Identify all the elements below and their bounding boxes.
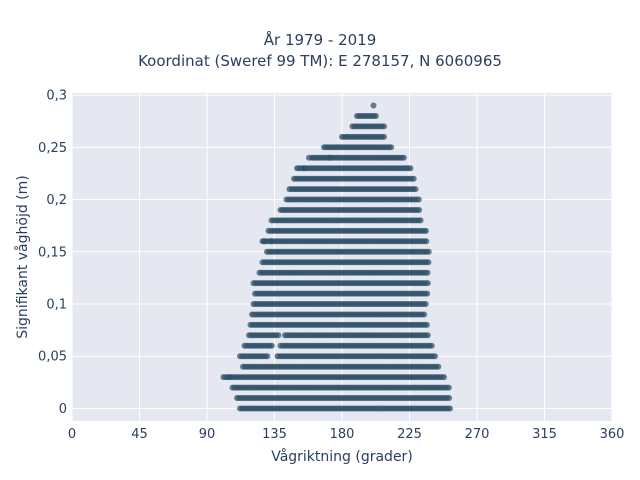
data-point — [261, 238, 267, 245]
data-point — [424, 290, 431, 297]
data-point — [407, 165, 414, 172]
data-point — [424, 280, 431, 287]
x-axis-ticks: 0 45 90 135 180 225 270 315 360 — [68, 427, 625, 442]
chart-subtitle: Koordinat (Sweref 99 TM): E 278157, N 60… — [138, 52, 502, 70]
y-axis-label: Signifikant våghöjd (m) — [14, 175, 31, 338]
data-point — [435, 363, 442, 370]
data-point — [415, 196, 422, 203]
x-tick-label: 135 — [262, 427, 287, 442]
data-point — [424, 269, 431, 276]
data-point — [421, 311, 428, 318]
data-point — [412, 186, 419, 193]
data-point — [422, 301, 429, 307]
y-tick-label: 0,2 — [46, 193, 67, 208]
data-point — [275, 332, 282, 339]
data-point — [425, 259, 432, 266]
data-point — [423, 321, 430, 328]
data-point — [268, 342, 275, 349]
data-point — [388, 144, 395, 151]
data-point — [447, 405, 453, 412]
data-point — [425, 248, 432, 255]
y-tick-label: 0,25 — [38, 141, 67, 156]
data-point — [264, 353, 271, 360]
x-tick-label: 270 — [465, 427, 490, 442]
data-point — [417, 217, 424, 224]
x-tick-label: 0 — [68, 427, 76, 442]
data-point — [226, 374, 233, 381]
data-point — [428, 342, 435, 349]
chart-title: År 1979 - 2019 — [263, 31, 377, 49]
data-point — [268, 238, 275, 245]
x-tick-label: 90 — [199, 427, 216, 442]
data-point — [446, 395, 453, 401]
y-axis-ticks: 0 0,05 0,1 0,15 0,2 0,25 0,3 — [38, 89, 67, 417]
data-point — [410, 175, 417, 182]
data-point — [424, 332, 431, 339]
data-points — [220, 102, 453, 412]
data-point — [372, 113, 379, 119]
data-point — [441, 374, 447, 381]
x-tick-label: 315 — [532, 427, 557, 442]
x-axis-label: Vågriktning (grader) — [271, 448, 413, 465]
y-tick-label: 0 — [59, 402, 67, 417]
data-point — [432, 353, 438, 360]
y-tick-label: 0,1 — [46, 298, 67, 313]
data-point — [301, 165, 308, 172]
data-point — [445, 384, 452, 391]
data-point — [309, 154, 315, 161]
data-point — [400, 154, 407, 161]
x-tick-label: 180 — [330, 427, 355, 442]
y-tick-label: 0,05 — [38, 350, 67, 365]
data-point — [381, 133, 387, 140]
data-point — [423, 238, 430, 245]
y-tick-label: 0,3 — [46, 89, 67, 104]
x-tick-label: 360 — [600, 427, 625, 442]
y-tick-label: 0,15 — [38, 245, 67, 260]
data-point — [381, 123, 387, 130]
data-point — [327, 154, 333, 161]
x-tick-label: 45 — [131, 427, 148, 442]
x-tick-label: 225 — [397, 427, 422, 442]
data-point — [423, 227, 429, 234]
data-point — [416, 207, 423, 213]
data-point — [370, 102, 377, 109]
